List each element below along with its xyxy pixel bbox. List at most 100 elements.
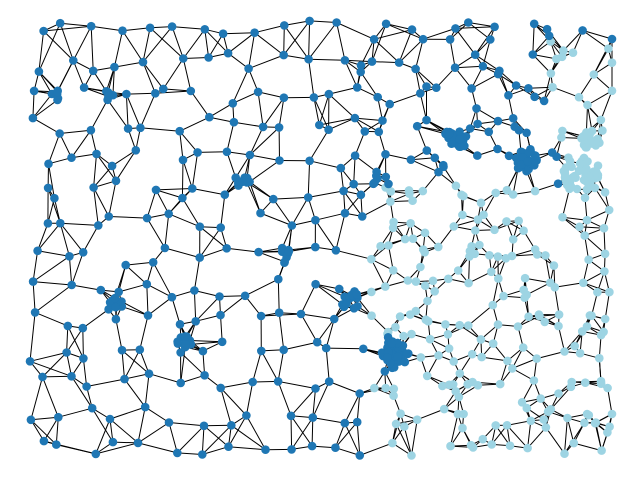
graph-edge bbox=[33, 281, 72, 286]
graph-node-group-b bbox=[603, 383, 612, 393]
graph-edge bbox=[291, 197, 309, 226]
graph-edge bbox=[208, 33, 224, 58]
graph-node-group-b bbox=[526, 416, 536, 426]
graph-node-group-a bbox=[340, 208, 350, 218]
graph-edge bbox=[595, 422, 603, 451]
graph-edge bbox=[201, 425, 205, 455]
graph-edge bbox=[564, 417, 568, 454]
graph-node-group-b bbox=[381, 282, 390, 291]
graph-node-group-a bbox=[311, 242, 320, 252]
graph-node-group-a bbox=[220, 190, 230, 199]
graph-node-group-b bbox=[583, 157, 592, 166]
graph-edge bbox=[467, 22, 491, 40]
graph-edge bbox=[37, 250, 70, 257]
graph-node-group-b bbox=[422, 371, 432, 381]
graph-node-group-a bbox=[107, 161, 117, 171]
graph-node-group-b bbox=[599, 327, 608, 337]
graph-edge bbox=[93, 153, 97, 188]
graph-node-group-a bbox=[517, 160, 526, 169]
graph-edge bbox=[38, 22, 61, 72]
graph-edge bbox=[593, 48, 609, 75]
graph-node-group-a bbox=[385, 99, 395, 109]
graph-node-group-b bbox=[439, 404, 449, 414]
graph-edge bbox=[43, 25, 92, 32]
graph-node-group-a bbox=[450, 63, 460, 72]
graph-node-group-a bbox=[229, 117, 239, 127]
graph-edge bbox=[204, 29, 210, 58]
graph-node-group-a bbox=[227, 421, 236, 430]
graph-node-group-a bbox=[148, 258, 158, 267]
graph-node-group-b bbox=[367, 287, 376, 297]
graph-node-group-b bbox=[563, 413, 572, 423]
graph-edge bbox=[566, 417, 575, 444]
graph-node-group-a bbox=[422, 115, 431, 125]
graph-node-group-a bbox=[451, 24, 460, 33]
graph-node-group-a bbox=[79, 83, 89, 92]
graph-edge bbox=[90, 99, 109, 131]
graph-node-group-b bbox=[593, 287, 602, 297]
graph-node-group-a bbox=[359, 344, 368, 354]
graph-edge bbox=[42, 352, 67, 378]
graph-node-group-a bbox=[254, 247, 263, 257]
graph-node-group-b bbox=[434, 351, 443, 360]
graph-node-group-b bbox=[546, 69, 556, 78]
graph-edge bbox=[356, 422, 361, 456]
graph-node-group-a bbox=[387, 339, 397, 348]
graph-node-group-b bbox=[411, 277, 421, 286]
graph-node-group-b bbox=[503, 356, 512, 366]
graph-node-group-a bbox=[175, 320, 185, 329]
graph-edge bbox=[32, 99, 58, 119]
graph-edge bbox=[96, 153, 117, 182]
graph-node-group-b bbox=[459, 409, 468, 419]
graph-node-group-b bbox=[420, 281, 430, 291]
graph-node-group-a bbox=[493, 144, 502, 154]
graph-node-group-b bbox=[423, 317, 433, 326]
graph-edge bbox=[249, 154, 280, 161]
graph-edge bbox=[124, 349, 141, 380]
graph-node-group-b bbox=[370, 383, 379, 393]
graph-node-group-a bbox=[524, 84, 533, 93]
graph-node-group-b bbox=[455, 369, 465, 378]
graph-node-group-a bbox=[86, 21, 96, 31]
graph-node-group-a bbox=[381, 19, 391, 29]
graph-node-group-a bbox=[381, 150, 390, 159]
graph-edge bbox=[474, 26, 496, 55]
graph-node-group-b bbox=[477, 352, 487, 362]
graph-edge bbox=[300, 313, 335, 320]
graph-edge bbox=[395, 423, 412, 456]
graph-node-group-a bbox=[122, 89, 131, 99]
graph-node-group-a bbox=[553, 179, 563, 188]
graph-edge bbox=[313, 97, 320, 126]
graph-edge bbox=[180, 352, 205, 376]
graph-edge bbox=[67, 325, 84, 359]
graph-node-group-a bbox=[79, 354, 88, 363]
graph-node-group-b bbox=[539, 415, 548, 424]
graph-edge bbox=[66, 325, 69, 353]
graph-edge bbox=[190, 90, 210, 118]
graph-node-group-a bbox=[444, 129, 454, 139]
graph-edge bbox=[325, 348, 330, 382]
graph-edge bbox=[354, 117, 383, 122]
graph-edge bbox=[199, 226, 228, 249]
graph-edge bbox=[115, 150, 137, 182]
graph-node-group-a bbox=[200, 25, 210, 34]
graph-edge bbox=[582, 29, 609, 50]
graph-node-group-a bbox=[384, 179, 393, 189]
graph-node-group-b bbox=[400, 234, 410, 244]
graph-edge bbox=[86, 378, 125, 387]
graph-node-group-b bbox=[570, 341, 579, 351]
graph-edge bbox=[118, 283, 147, 293]
graph-node-group-a bbox=[222, 147, 232, 157]
graph-node-group-a bbox=[286, 411, 296, 421]
graph-node-group-b bbox=[514, 216, 523, 226]
graph-node-group-b bbox=[595, 353, 604, 363]
graph-edge bbox=[60, 222, 99, 226]
graph-edge bbox=[385, 153, 412, 161]
graph-node-group-a bbox=[248, 377, 257, 387]
graph-node-group-a bbox=[223, 48, 233, 58]
graph-edge bbox=[283, 341, 318, 351]
graph-node-group-a bbox=[160, 243, 170, 253]
graph-node-group-b bbox=[584, 410, 594, 420]
graph-edge bbox=[343, 190, 363, 217]
graph-edge bbox=[371, 23, 387, 62]
